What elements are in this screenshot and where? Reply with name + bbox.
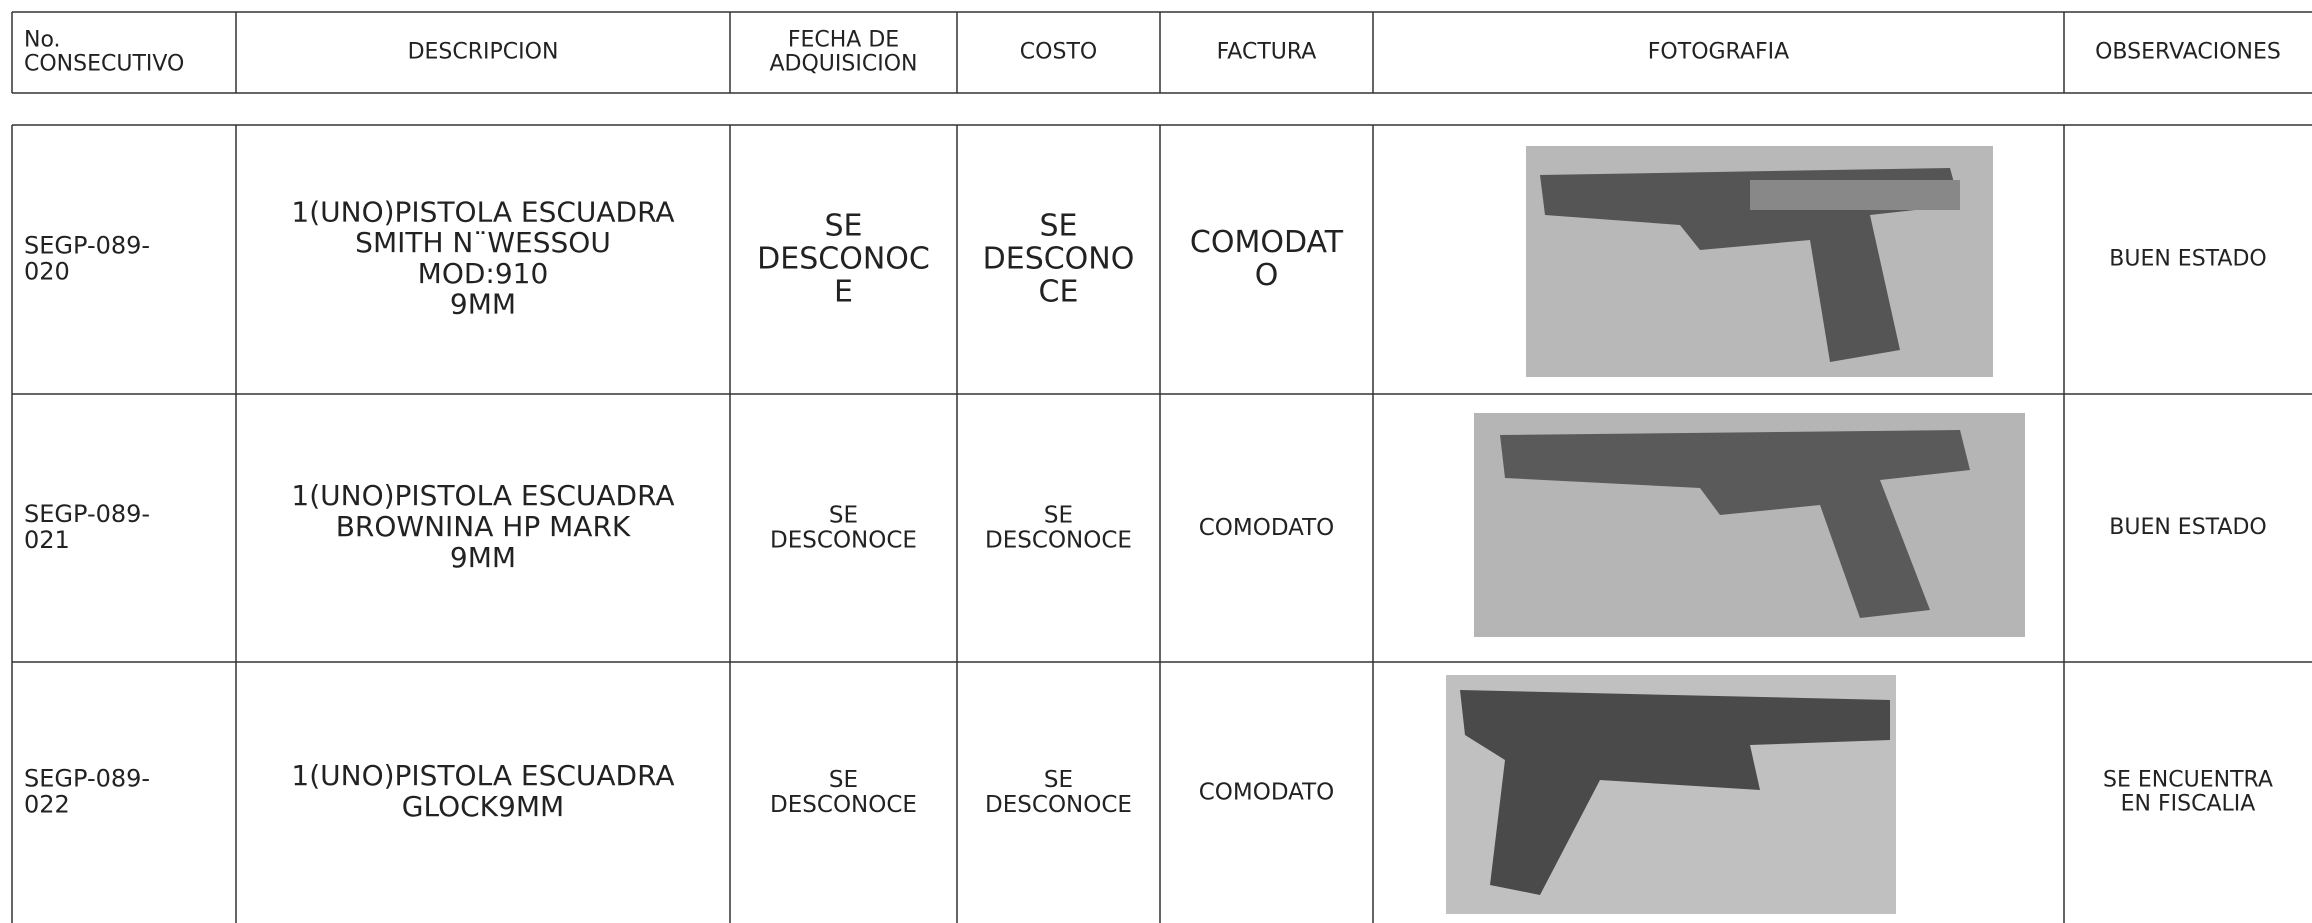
photo [1526,146,1993,377]
text-line: GLOCK9MM [402,790,564,823]
text-line: 1(UNO)PISTOLA ESCUADRA [291,759,674,792]
text-line: 9MM [450,541,516,574]
cell-text: 1(UNO)PISTOLA ESCUADRA SMITH N¨WESSOU MOD:… [291,195,674,320]
text-line: DESCRIPCION [408,40,559,65]
text-line: 1(UNO)PISTOLA ESCUADRA [291,195,674,228]
text-line: 1(UNO)PISTOLA ESCUADRA [291,479,674,512]
text-line: FACTURA [1217,40,1317,65]
cell-text: No. CONSECUTIVO [24,27,184,76]
text-line: SE [825,208,863,243]
text-line: COSTO [1020,40,1097,65]
cell-text: 1(UNO)PISTOLA ESCUADRA BROWNINA HP MARK 9M… [291,479,674,574]
text-line: DESCONOCE [770,792,917,818]
cell-text: COMODATO [1199,515,1335,541]
cell-text: COMODATO [1199,779,1335,805]
cell-text: SE ENCUENTRA EN FISCALIA [2103,767,2273,816]
text-line: SEGP-089- [24,231,150,259]
cell-text: OBSERVACIONES [2095,40,2281,65]
cell-text: SEGP-089-020 [24,231,150,285]
cell-text: FOTOGRAFIA [1648,40,1789,65]
text-line: 021 [24,526,70,554]
text-line: FOTOGRAFIA [1648,40,1789,65]
text-line: EN FISCALIA [2121,792,2256,817]
text-line: O [1255,258,1279,293]
text-line: SE [1044,766,1073,792]
text-line: SE [1044,502,1073,528]
text-line: COMODAT [1190,225,1344,260]
text-line: BUEN ESTADO [2109,247,2266,272]
text-line: SE [1040,208,1078,243]
text-line: DESCONOCE [770,527,917,553]
text-line: OBSERVACIONES [2095,40,2281,65]
photo [1446,675,1896,914]
text-line: No. [24,27,61,52]
text-line: 020 [24,258,70,286]
text-line: COMODATO [1199,779,1335,805]
text-line: E [834,274,853,309]
text-line: SE [829,766,858,792]
text-line: 9MM [450,288,516,321]
photo [1474,413,2025,637]
cell-text: 1(UNO)PISTOLA ESCUADRA GLOCK9MM [291,759,674,823]
text-line: MOD:910 [418,257,549,290]
text-line: SE [829,502,858,528]
text-line: CE [1039,274,1079,309]
text-line: SE ENCUENTRA [2103,767,2273,792]
text-line: BROWNINA HP MARK [336,510,631,543]
text-line: 022 [24,791,70,819]
text-line: SEGP-089- [24,500,150,528]
text-line: DESCONO [983,241,1135,276]
cell-text: DESCRIPCION [408,40,559,65]
cell-text: BUEN ESTADO [2109,247,2266,272]
text-line: FECHA DE [788,27,899,52]
text-line: ADQUISICION [770,52,918,77]
text-line: SEGP-089- [24,764,150,792]
cell-text: SEGP-089-022 [24,764,150,818]
cell-text: FACTURA [1217,40,1317,65]
text-line: COMODATO [1199,515,1335,541]
text-line: BUEN ESTADO [2109,515,2266,540]
text-line: DESCONOCE [985,792,1132,818]
cell-text: FECHA DE ADQUISICION [770,27,918,76]
cell-text: SEGP-089-021 [24,500,150,554]
text-line: DESCONOC [757,241,930,276]
cell-text: BUEN ESTADO [2109,515,2266,540]
text-line: DESCONOCE [985,527,1132,553]
text-line: SMITH N¨WESSOU [355,226,611,259]
text-line: CONSECUTIVO [24,52,184,77]
cell-text: COSTO [1020,40,1097,65]
